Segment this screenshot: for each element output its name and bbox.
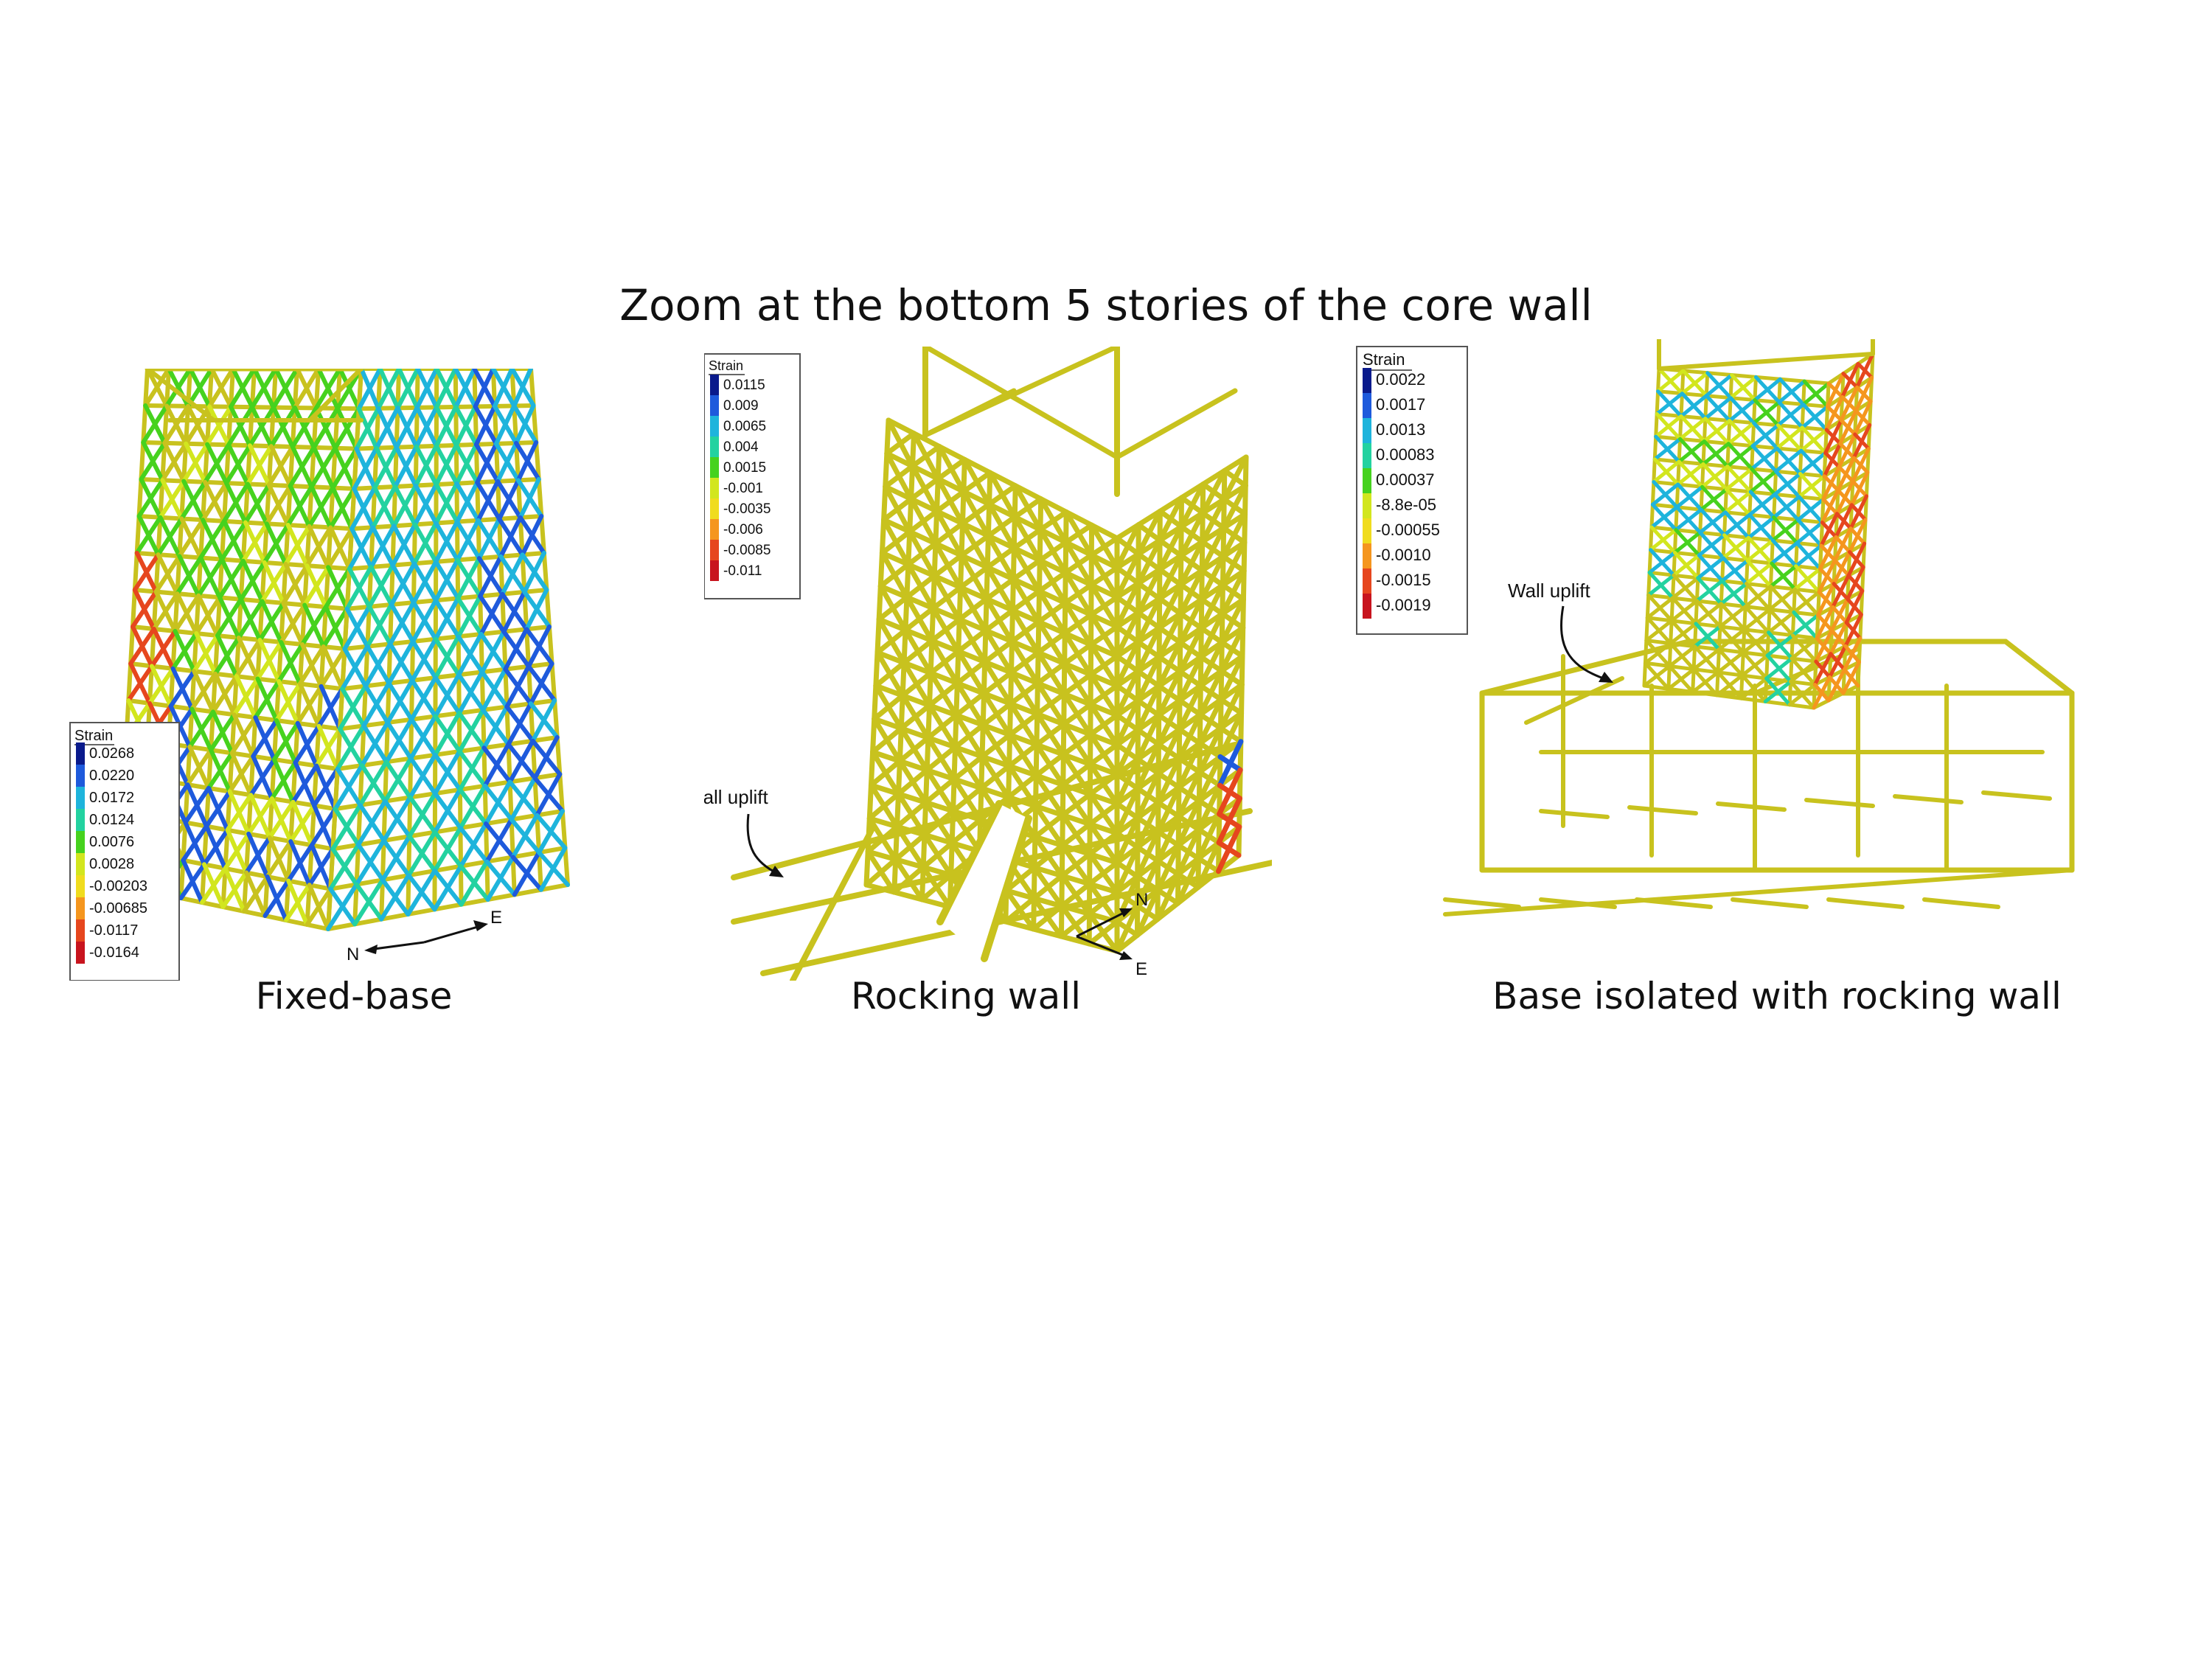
colorbar-tick-label: 0.0028 — [89, 856, 134, 872]
rocking-wall-truss — [731, 347, 1272, 981]
colorbar-gradient — [76, 742, 85, 964]
colorbar-title: Strain — [1363, 350, 1405, 369]
colorbar-tick-label: -0.00055 — [1376, 521, 1440, 539]
colorbar-tick-label: 0.0124 — [89, 812, 134, 828]
compass-n: N — [347, 945, 359, 964]
base-isolated-panel: Strain 0.0022 0.0017 0.0013 0.00083 0.00037 -… — [1356, 339, 2075, 917]
wall-uplift-label: Wall uplift — [1508, 580, 1591, 602]
colorbar-tick-label: 0.004 — [723, 439, 759, 455]
colorbar-tick-label: 0.0115 — [723, 378, 765, 393]
compass-n: N — [1135, 890, 1148, 910]
rocking-wall-colorbar: Strain 0.0115 0.009 0.0065 0.004 0.0015 -0.00… — [704, 353, 801, 599]
fixed-base-truss — [116, 369, 570, 931]
caption-rocking-wall: Rocking wall — [850, 975, 1082, 1018]
colorbar-tick-label: 0.00037 — [1376, 470, 1435, 489]
colorbar-tick-label: -0.0085 — [723, 543, 771, 558]
colorbar-tick-label: 0.0220 — [89, 768, 134, 784]
colorbar-tick-label: -0.00203 — [89, 878, 147, 894]
wall-uplift-arrow — [1560, 605, 1608, 681]
colorbar-title: Strain — [74, 728, 113, 744]
colorbar-tick-label: 0.0065 — [723, 419, 766, 434]
colorbar-tick-label: 0.0022 — [1376, 370, 1425, 389]
compass-fixed-base: N E — [347, 908, 502, 964]
compass-e: E — [1135, 959, 1147, 979]
colorbar-tick-label: -0.0015 — [1376, 571, 1431, 589]
caption-base-isolated: Base isolated with rocking wall — [1492, 975, 2062, 1018]
caption-fixed-base: Fixed-base — [255, 975, 453, 1018]
colorbar-ticks: 0.0115 0.009 0.0065 0.004 0.0015 -0.001 -0.003… — [723, 378, 771, 579]
wall-uplift-arrow — [746, 813, 779, 875]
colorbar-tick-label: 0.0268 — [89, 745, 134, 762]
colorbar-ticks: 0.0022 0.0017 0.0013 0.00083 0.00037 -8.8e-05… — [1376, 370, 1440, 614]
colorbar-tick-label: -0.0035 — [723, 501, 771, 517]
colorbar-tick-label: -0.0019 — [1376, 596, 1431, 614]
colorbar-tick-label: 0.0017 — [1376, 395, 1425, 414]
figure-title: Zoom at the bottom 5 stories of the core… — [619, 280, 1593, 330]
colorbar-tick-label: -0.006 — [723, 522, 763, 538]
colorbar-tick-label: -0.0164 — [89, 945, 139, 961]
colorbar-tick-label: -0.001 — [723, 481, 763, 496]
colorbar-tick-label: -0.011 — [723, 563, 762, 579]
colorbar-gradient — [1363, 368, 1371, 619]
compass-rocking-wall: N E — [1076, 890, 1148, 979]
colorbar-gradient — [710, 375, 719, 581]
fixed-base-colorbar: Strain 0.02680.02200.01720.01240.00760.0… — [69, 722, 180, 981]
colorbar-tick-label: 0.0076 — [89, 834, 134, 850]
colorbar-tick-label: -0.0010 — [1376, 546, 1431, 564]
rocking-wall-panel: Strain 0.0115 0.009 0.0065 0.004 0.0015 -0.00… — [704, 347, 1272, 981]
colorbar-tick-label: 0.00083 — [1376, 445, 1435, 464]
wall-uplift-label: Wall uplift — [704, 786, 769, 808]
colorbar-tick-label: -0.0117 — [89, 922, 138, 939]
colorbar-tick-label: -8.8e-05 — [1376, 495, 1436, 514]
colorbar-tick-label: 0.0013 — [1376, 420, 1425, 439]
colorbar-ticks: 0.0268 0.0220 0.0172 0.0124 0.0076 0.0028 -0.0… — [89, 745, 147, 961]
colorbar-title: Strain — [709, 358, 743, 373]
base-isolated-colorbar: Strain 0.0022 0.0017 0.0013 0.00083 0.00037 -… — [1356, 346, 1468, 635]
colorbar-tick-label: 0.009 — [723, 398, 759, 414]
fixed-base-panel: Strain 0.02680.02200.01720.01240.00760.0… — [69, 369, 570, 981]
colorbar-tick-label: 0.0172 — [89, 790, 134, 806]
compass-e: E — [490, 908, 502, 928]
colorbar-tick-label: 0.0015 — [723, 460, 766, 476]
colorbar-tick-label: -0.00685 — [89, 900, 147, 917]
base-isolated-truss — [1443, 339, 2075, 917]
